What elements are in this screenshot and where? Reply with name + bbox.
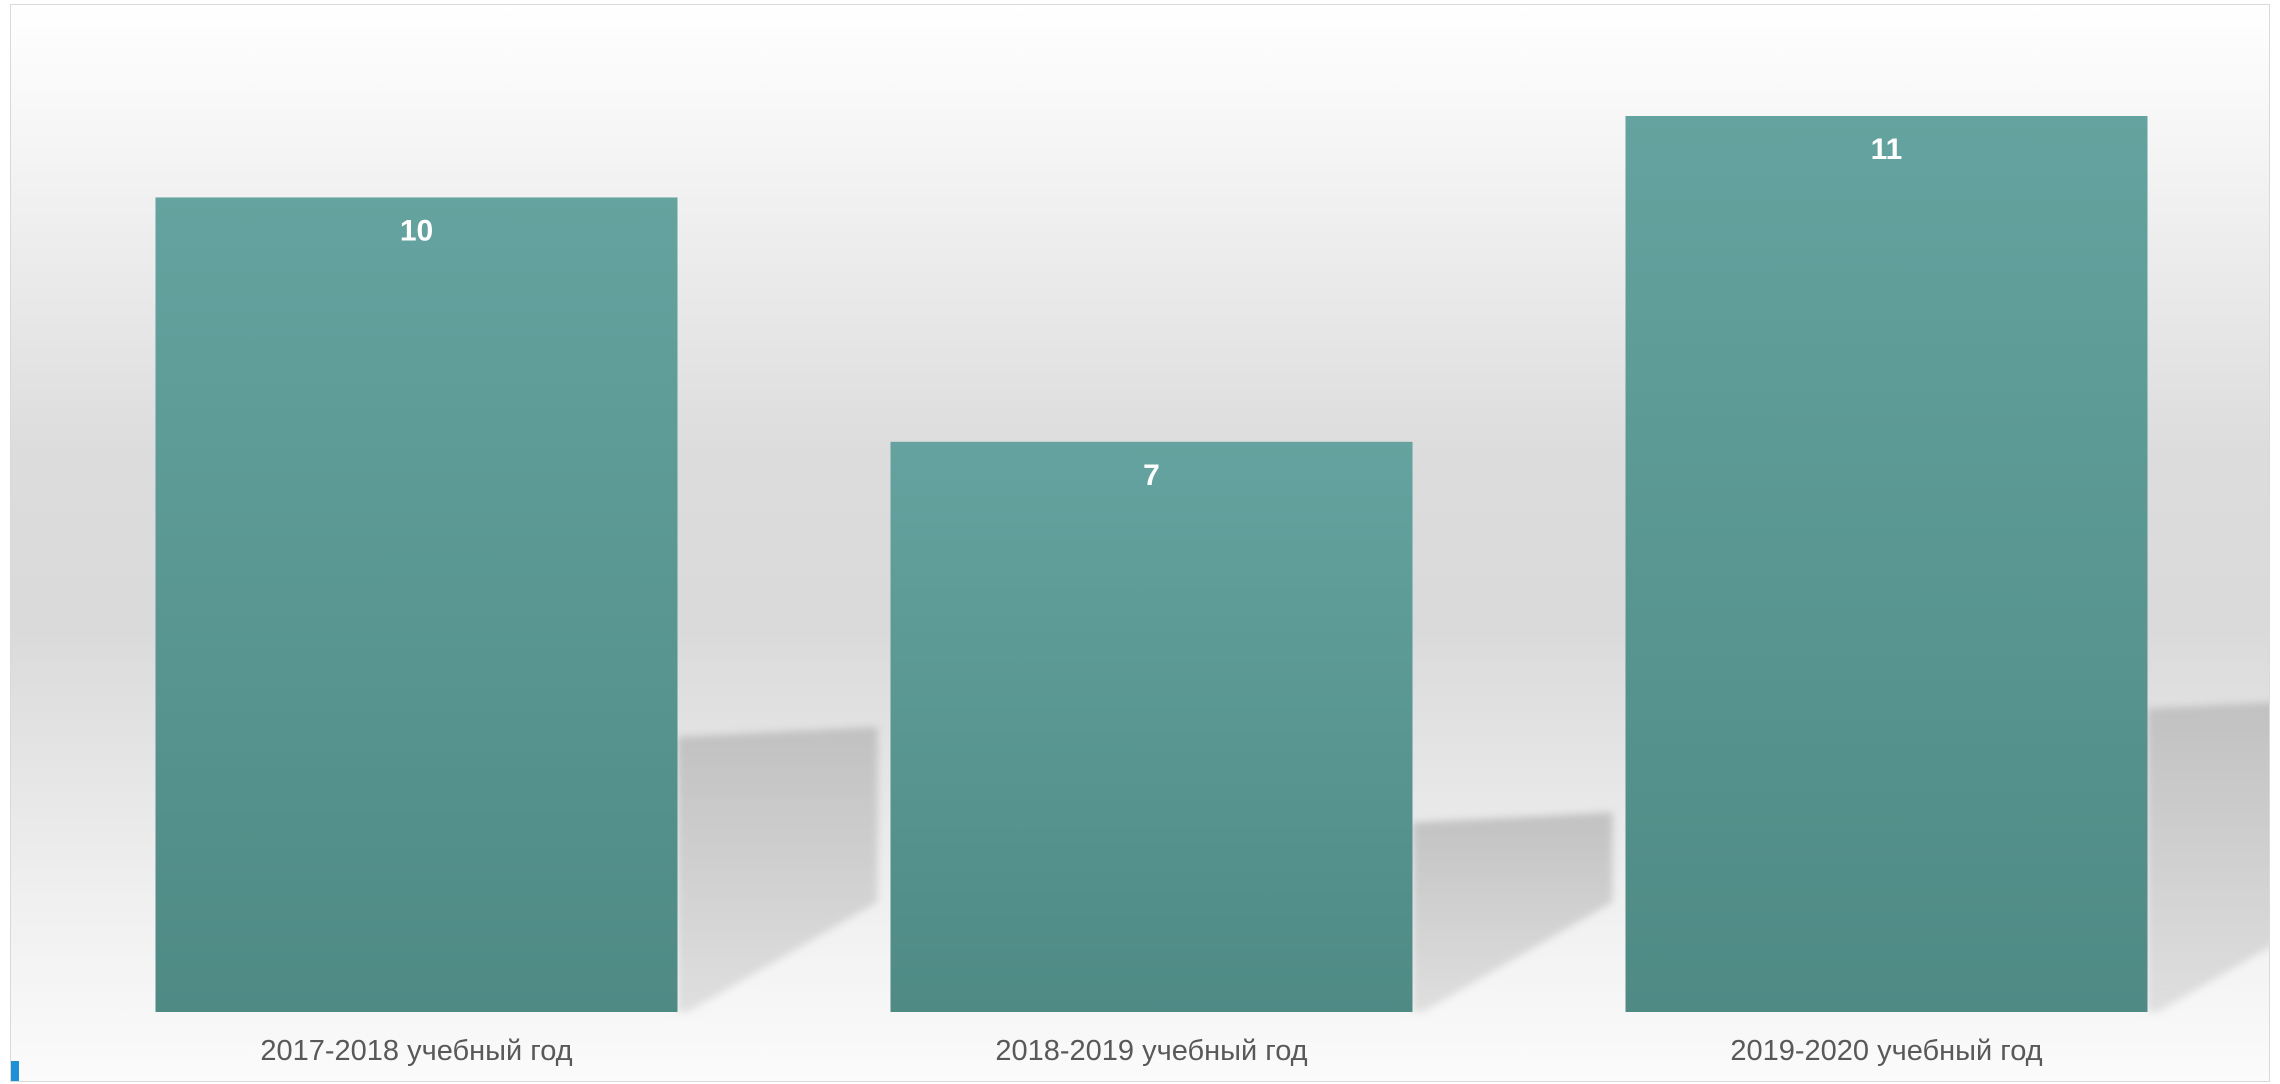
bar-shadows (677, 702, 2269, 1012)
data-label: 11 (1871, 133, 1903, 166)
bar-shadow (1412, 812, 1613, 1012)
bar (155, 197, 678, 1013)
bar (1625, 116, 2148, 1012)
category-label: 2017-2018 учебный год (260, 1035, 572, 1067)
category-label: 2019-2020 учебный год (1730, 1035, 2042, 1067)
chart-area: 10 7 11 2017-2018 учебный год 2018-2019 уче… (10, 4, 2270, 1082)
category-label: 2018-2019 учебный год (995, 1035, 1307, 1067)
bars (155, 116, 2148, 1013)
data-label: 10 (400, 214, 433, 247)
category-labels: 2017-2018 учебный год 2018-2019 учебный г… (260, 1035, 2042, 1067)
bar-chart: 10 7 11 2017-2018 учебный год 2018-2019 уче… (155, 116, 2269, 1067)
bar (890, 441, 1413, 1012)
data-labels: 10 7 11 (400, 133, 1903, 492)
bottom-accent-strip (11, 1061, 19, 1081)
bar-shadow (677, 726, 878, 1012)
data-label: 7 (1143, 459, 1160, 492)
bar-shadow (2147, 702, 2269, 1012)
